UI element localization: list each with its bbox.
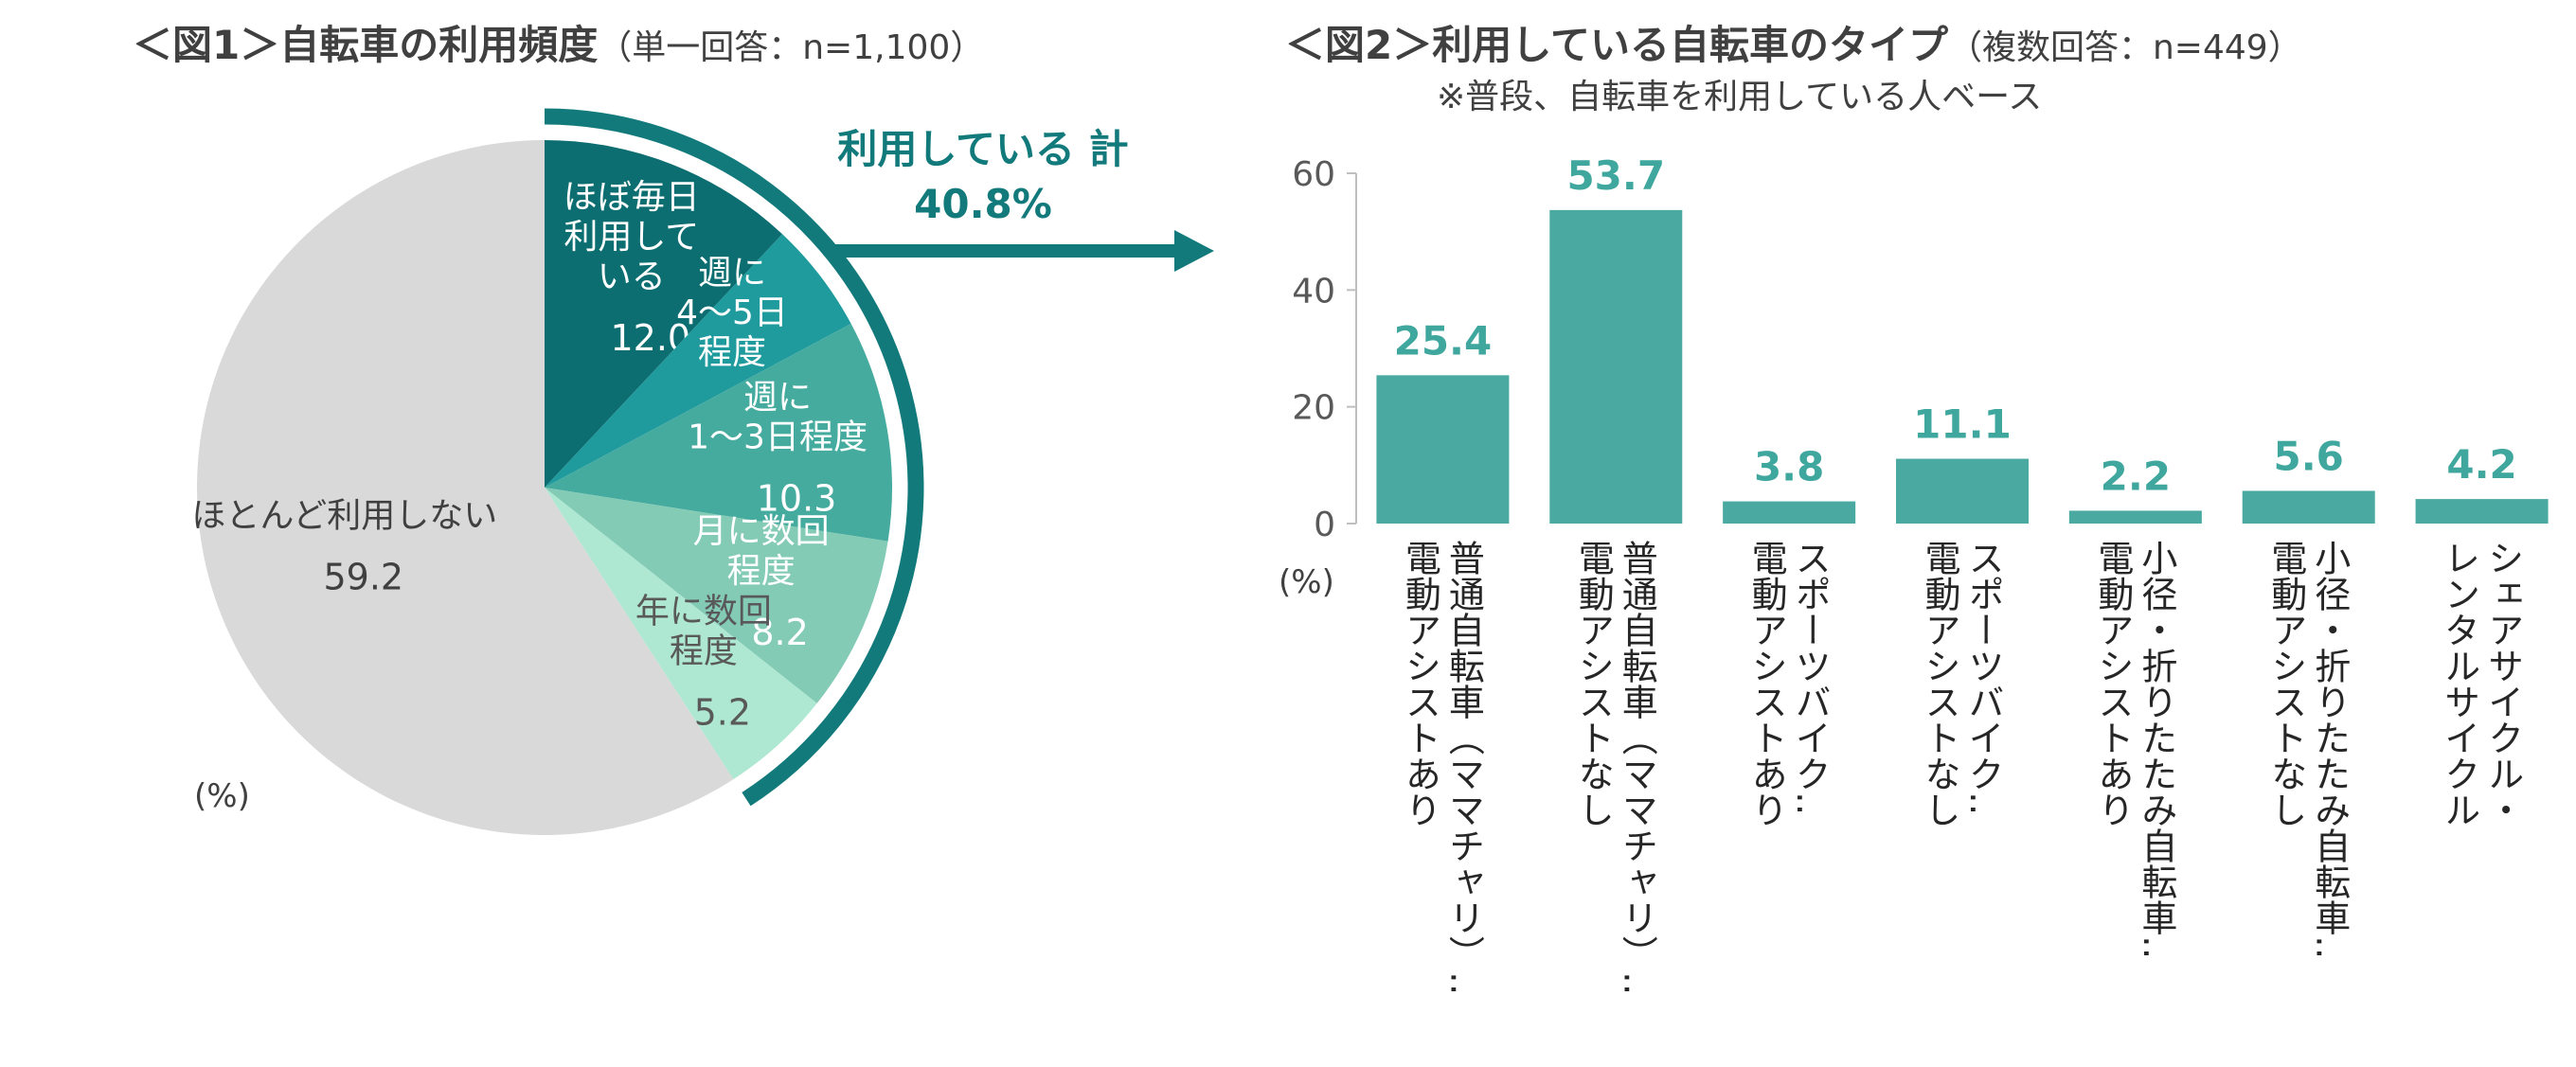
value-label: 5.6	[2274, 433, 2344, 479]
slice-label-line: ほぼ毎日	[564, 178, 700, 217]
arrow-head	[1174, 230, 1214, 272]
pie-slice	[196, 140, 734, 836]
slice-label: ほぼ毎日利用している	[564, 178, 700, 296]
slice-label-line: ほとんど利用しない	[191, 496, 497, 535]
slice-label-line: 程度	[670, 632, 738, 671]
x-tick-label: スポーツバイク‥電動アシストなし	[1919, 540, 2004, 827]
slice-label-line: 4～5日	[676, 293, 788, 332]
x-tick-label-line: シェアサイクル・	[2482, 540, 2524, 827]
slice-value: 5.2	[694, 692, 751, 734]
bar	[1376, 375, 1510, 524]
slice-label-line: 週に	[698, 254, 766, 293]
bar-unit: (%)	[1279, 563, 1334, 601]
x-tick-label: 普通自転車（ママチャリ）‥電動アシストなし	[1572, 540, 1657, 995]
x-tick-label-line: レンタルサイクル	[2439, 540, 2480, 827]
x-tick-label-line: 電動アシストなし	[1919, 540, 1960, 827]
bar-title-group: ＜図2＞利用している自転車のタイプ（複数回答：n=449）	[1285, 22, 2302, 68]
x-tick-label-line: 普通自転車（ママチャリ）‥	[1616, 540, 1657, 995]
slice-label-line: 程度	[727, 552, 796, 591]
x-tick-label-line: スポーツバイク‥	[1789, 540, 1831, 815]
slice-label: ほとんど利用しない	[191, 496, 497, 535]
slice-label-line: いる	[598, 258, 666, 296]
x-tick-label-line: 電動アシストなし	[1572, 540, 1614, 827]
bar	[2242, 490, 2375, 524]
slice-label-line: 年に数回	[635, 593, 772, 631]
bar-note: ※普段、自転車を利用している人ベース	[1437, 78, 2042, 116]
x-tick-label-line: 小径・折りたたみ自転車‥	[2309, 540, 2351, 959]
pie-title: ＜図1＞自転車の利用頻度	[133, 22, 598, 68]
pie-slice	[545, 234, 851, 488]
value-label: 4.2	[2446, 441, 2516, 488]
x-tick-label: 小径・折りたたみ自転車‥電動アシストなし	[2265, 540, 2351, 959]
bar-title: ＜図2＞利用している自転車のタイプ	[1285, 22, 1948, 68]
pie-subtitle: （単一回答：n=1,100）	[598, 28, 984, 67]
y-tick-label: 40	[1292, 272, 1335, 311]
pie-title-group: ＜図1＞自転車の利用頻度（単一回答：n=1,100）	[133, 22, 984, 68]
slice-value: 10.3	[757, 477, 837, 519]
bar	[1723, 501, 1856, 524]
slice-label-line: 程度	[698, 333, 766, 372]
pie-slice	[545, 488, 888, 703]
slice-label-line: 利用して	[564, 218, 699, 257]
slice-label: 年に数回程度	[635, 593, 772, 671]
slice-value: 8.2	[751, 612, 808, 653]
slice-label: 月に数回程度	[693, 512, 830, 591]
x-tick-label: 小径・折りたたみ自転車‥電動アシストあり	[2092, 540, 2177, 959]
pie-unit: (%)	[194, 777, 250, 815]
total-value: 40.8%	[914, 181, 1052, 227]
x-tick-label-line: スポーツバイク‥	[1962, 540, 2004, 815]
value-label: 53.7	[1566, 152, 1665, 199]
x-tick-label-line: 電動アシストあり	[2092, 540, 2134, 827]
slice-label-line: 1～3日程度	[688, 418, 868, 456]
x-tick-label: シェアサイクル・レンタルサイクル	[2439, 540, 2524, 827]
x-tick-label-line: 小径・折りたたみ自転車‥	[2136, 540, 2177, 959]
pie-slice	[545, 488, 817, 780]
slice-label: 週に 4～5日程度	[676, 254, 788, 372]
y-tick-label: 20	[1292, 389, 1335, 428]
y-tick-label: 60	[1292, 155, 1335, 194]
slice-label: 週に 1～3日程度	[688, 378, 868, 456]
bar	[2415, 499, 2549, 524]
pie-slice	[545, 140, 783, 488]
total-label: 利用している 計	[837, 126, 1128, 172]
x-tick-label: スポーツバイク‥電動アシストあり	[1745, 540, 1831, 827]
slice-label-line: 月に数回	[693, 512, 830, 551]
x-tick-label-line: 電動アシストあり	[1399, 540, 1440, 827]
total-arc	[544, 108, 924, 807]
slice-value: 59.2	[324, 556, 404, 597]
x-tick-label-line: 電動アシストあり	[1745, 540, 1787, 827]
bar-subtitle: （複数回答：n=449）	[1948, 28, 2302, 67]
slice-label-line: 週に	[743, 378, 812, 417]
value-label: 3.8	[1754, 444, 1824, 490]
bar	[1896, 458, 2029, 524]
x-tick-label-line: 電動アシストなし	[2265, 540, 2307, 827]
y-tick-label: 0	[1314, 506, 1335, 544]
bar	[2068, 510, 2202, 524]
x-tick-label-line: 普通自転車（ママチャリ）‥	[1442, 540, 1484, 995]
value-label: 11.1	[1913, 401, 2012, 448]
bar	[1549, 209, 1683, 524]
value-label: 25.4	[1394, 317, 1493, 364]
x-tick-label: 普通自転車（ママチャリ）‥電動アシストあり	[1399, 540, 1484, 995]
value-label: 2.2	[2101, 453, 2171, 499]
pie-slice	[545, 323, 893, 542]
